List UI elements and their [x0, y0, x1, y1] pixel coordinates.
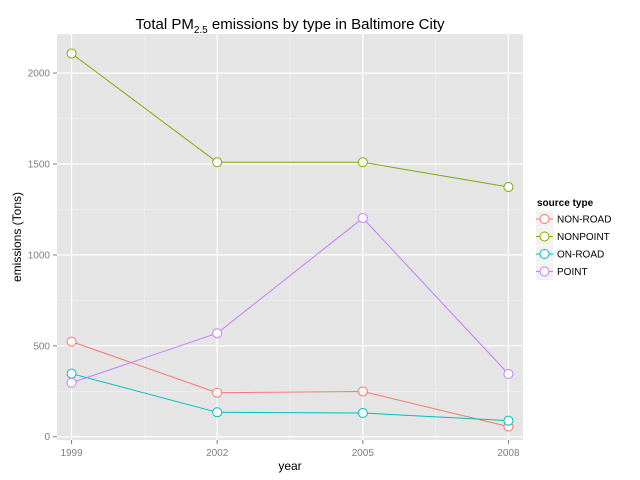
series-line-on-road: [71, 373, 509, 422]
legend: source type NON-ROAD NONPOINT ON-ROAD POINT: [536, 198, 611, 280]
x-axis-ticks: 1999 2002 2005 2008: [60, 440, 520, 459]
series-points: [66, 48, 514, 432]
legend-label-non-road: NON-ROAD: [557, 215, 611, 226]
series-line-non-road: [71, 341, 509, 428]
data-point-nonpoint: [212, 157, 223, 168]
legend-label-point: POINT: [557, 267, 588, 278]
data-point-on-road: [66, 368, 77, 379]
legend-label-on-road: ON-ROAD: [557, 250, 604, 261]
series-lines: [71, 53, 509, 428]
series-line-nonpoint: [71, 53, 509, 188]
data-point-non-road: [357, 386, 368, 397]
data-point-point: [66, 377, 77, 388]
data-point-on-road: [503, 415, 514, 426]
legend-key-point-non-road: [539, 214, 550, 224]
data-point-non-road: [212, 387, 223, 398]
series-line-point: [71, 217, 509, 384]
legend-label-nonpoint: NONPOINT: [557, 232, 610, 243]
data-point-nonpoint: [66, 48, 77, 59]
y-tick-label: 1500: [28, 160, 51, 171]
y-axis-title: emissions (Tons): [10, 192, 24, 282]
data-point-nonpoint: [503, 182, 514, 193]
x-tick-label: 2008: [497, 448, 520, 459]
data-point-nonpoint: [357, 157, 368, 168]
x-tick-label: 2002: [206, 448, 229, 459]
x-axis-title: year: [278, 459, 301, 473]
data-point-point: [357, 213, 368, 224]
x-tick-label: 2005: [352, 448, 375, 459]
legend-title: source type: [537, 198, 594, 209]
legend-key-point-nonpoint: [539, 231, 550, 242]
y-tick-label: 2000: [28, 69, 51, 80]
y-axis-ticks: 0 500 1000 1500 2000: [28, 69, 57, 443]
data-point-point: [503, 369, 514, 380]
chart-title: Total PM2.5 emissions by type in Baltimo…: [135, 16, 445, 36]
y-tick-label: 1000: [28, 250, 51, 261]
legend-key-point-on-road: [539, 249, 550, 259]
data-point-on-road: [212, 407, 223, 418]
y-tick-label: 500: [33, 341, 50, 352]
data-point-on-road: [357, 408, 368, 419]
legend-key-point-point: [539, 266, 550, 277]
data-point-non-road: [66, 336, 77, 347]
data-point-point: [212, 328, 223, 339]
y-tick-label: 0: [44, 432, 50, 443]
x-tick-label: 1999: [60, 448, 83, 459]
